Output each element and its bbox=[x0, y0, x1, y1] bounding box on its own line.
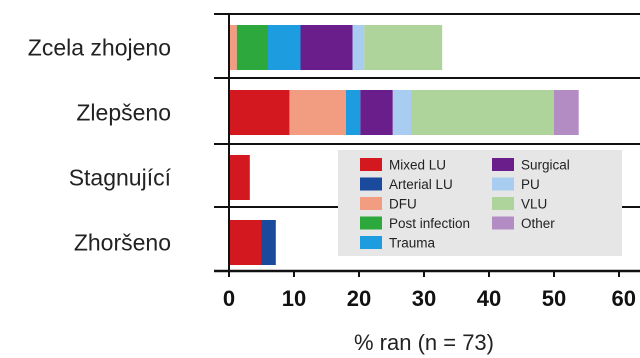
legend-swatch bbox=[492, 216, 514, 230]
bar-segment bbox=[268, 25, 301, 70]
legend-swatch bbox=[360, 216, 382, 230]
bar-segment bbox=[229, 90, 290, 135]
x-tick-label: 40 bbox=[477, 286, 501, 311]
category-label: Zcela zhojeno bbox=[28, 35, 171, 61]
legend-swatch bbox=[360, 236, 382, 249]
bar-segment bbox=[364, 25, 443, 70]
legend-background bbox=[338, 150, 622, 256]
legend-entry: PU bbox=[521, 177, 540, 192]
bar-segment bbox=[392, 90, 411, 135]
legend-swatch bbox=[360, 197, 382, 210]
x-tick-label: 0 bbox=[223, 286, 235, 311]
bar-segment bbox=[289, 90, 346, 135]
legend-swatch bbox=[492, 197, 514, 210]
bar-segment bbox=[352, 25, 365, 70]
x-tick-label: 50 bbox=[542, 286, 566, 311]
legend-entry: DFU bbox=[389, 197, 417, 212]
bar-segment bbox=[554, 90, 579, 135]
bar-segment bbox=[236, 25, 268, 70]
x-axis-title: % ran (n = 73) bbox=[354, 330, 494, 355]
bar-segment bbox=[229, 25, 237, 70]
category-label: Stagnující bbox=[69, 165, 172, 191]
x-tick-label: 30 bbox=[412, 286, 436, 311]
legend: Mixed LU Arterial LU DFU Post infection Trau… bbox=[338, 150, 622, 256]
x-tick-label: 60 bbox=[612, 286, 636, 311]
legend-swatch bbox=[492, 158, 514, 171]
legend-swatch bbox=[492, 177, 514, 191]
bar-segment bbox=[300, 25, 353, 70]
bar-segment bbox=[411, 90, 554, 135]
legend-entry: Mixed LU bbox=[389, 158, 446, 173]
category-label: Zlepšeno bbox=[76, 100, 171, 126]
x-tick-label: 10 bbox=[282, 286, 306, 311]
bar-segment bbox=[261, 220, 276, 265]
legend-swatch bbox=[360, 177, 382, 191]
legend-entry: Post infection bbox=[389, 216, 470, 231]
bar-segment bbox=[229, 220, 262, 265]
legend-entry: Surgical bbox=[521, 158, 570, 173]
legend-entry: Other bbox=[521, 216, 555, 231]
legend-entry: Trauma bbox=[389, 236, 436, 251]
x-tick-label: 20 bbox=[347, 286, 371, 311]
bar-segment bbox=[360, 90, 393, 135]
bar-segment bbox=[346, 90, 361, 135]
bar-segment bbox=[229, 155, 250, 200]
legend-swatch bbox=[360, 158, 382, 171]
legend-entry: VLU bbox=[521, 197, 547, 212]
legend-entry: Arterial LU bbox=[389, 177, 453, 192]
category-label: Zhoršeno bbox=[74, 230, 171, 256]
